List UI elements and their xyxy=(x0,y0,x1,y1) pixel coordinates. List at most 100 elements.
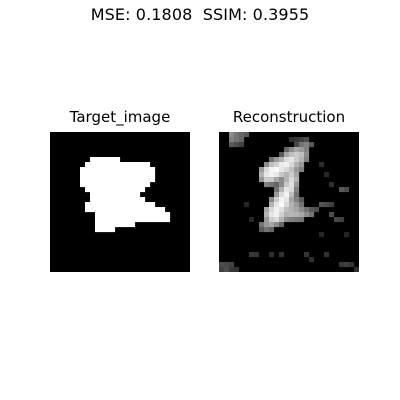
reconstruction-pixel xyxy=(299,162,305,168)
target-image-pixel xyxy=(95,207,101,213)
target-image-pixel xyxy=(115,207,121,213)
reconstruction-pixel xyxy=(304,152,310,158)
target-image-pixel xyxy=(90,162,96,168)
reconstruction-pixel xyxy=(294,202,300,208)
reconstruction-pixel xyxy=(294,182,300,188)
target-image-pixel xyxy=(85,187,91,193)
target-image-pixel xyxy=(140,187,146,193)
reconstruction-pixel xyxy=(279,182,285,188)
reconstruction-pixel xyxy=(229,142,235,148)
target-image-pixel xyxy=(125,187,131,193)
reconstruction-pixel xyxy=(309,257,315,263)
target-image-pixel xyxy=(120,167,126,173)
target-image-pixel xyxy=(85,202,91,208)
target-image-pixel xyxy=(120,192,126,198)
reconstruction-pixel xyxy=(299,212,305,218)
target-image-pixel xyxy=(130,162,136,168)
target-image-pixel xyxy=(110,222,116,228)
target-image-pixel xyxy=(150,217,156,223)
target-image-pixel xyxy=(100,197,106,203)
reconstruction-pixel xyxy=(284,167,290,173)
target-image-pixel xyxy=(145,212,151,218)
target-image-pixel xyxy=(85,162,91,168)
reconstruction-pixel xyxy=(279,177,285,183)
target-image-pixel xyxy=(130,172,136,178)
target-image-pixel xyxy=(100,177,106,183)
reconstruction-pixel xyxy=(299,142,305,148)
reconstruction-pixel xyxy=(269,162,275,168)
reconstruction-pixel xyxy=(264,177,270,183)
reconstruction-pixel xyxy=(264,162,270,168)
reconstruction-pixel xyxy=(289,217,295,223)
target-image-pixel xyxy=(145,182,151,188)
reconstruction-pixel xyxy=(304,212,310,218)
target-image-pixel xyxy=(115,222,121,228)
reconstruction-pixel xyxy=(269,207,275,213)
target-image-pixel xyxy=(150,202,156,208)
reconstruction-pixel xyxy=(284,182,290,188)
reconstruction-pixel xyxy=(244,202,250,208)
target-image-pixel xyxy=(140,212,146,218)
target-image-pixel xyxy=(95,157,101,163)
reconstruction-pixel xyxy=(284,152,290,158)
reconstruction-pixel xyxy=(274,197,280,203)
reconstruction-pixel xyxy=(289,172,295,178)
target-image-pixel xyxy=(95,222,101,228)
reconstruction-pixel xyxy=(319,162,325,168)
reconstruction-title: Reconstruction xyxy=(232,108,346,126)
reconstruction-pixel xyxy=(284,192,290,198)
reconstruction-pixel xyxy=(239,137,245,143)
reconstruction-pixel xyxy=(309,212,315,218)
reconstruction-pixel xyxy=(299,202,305,208)
reconstruction-pixel xyxy=(234,267,240,272)
reconstruction-pixel xyxy=(354,267,359,272)
reconstruction-pixel xyxy=(274,177,280,183)
target-image-pixel xyxy=(115,197,121,203)
target-image-pixel xyxy=(90,207,96,213)
target-image-pixel xyxy=(90,197,96,203)
reconstruction-pixel xyxy=(304,252,310,258)
target-image-pixel xyxy=(85,177,91,183)
target-image-pixel xyxy=(85,172,91,178)
reconstruction-pixel xyxy=(269,252,275,258)
target-image-pixel xyxy=(115,182,121,188)
reconstruction-pixel xyxy=(299,137,305,143)
reconstruction-pixel xyxy=(289,192,295,198)
target-image-pixel xyxy=(130,222,136,228)
reconstruction-pixel xyxy=(299,197,305,203)
reconstruction-pixel xyxy=(294,177,300,183)
target-image-pixel xyxy=(145,172,151,178)
reconstruction-pixel xyxy=(299,147,305,153)
reconstruction-pixel xyxy=(274,212,280,218)
reconstruction-pixel xyxy=(269,167,275,173)
target-image-pixel xyxy=(120,162,126,168)
reconstruction-pixel xyxy=(289,147,295,153)
target-image-pixel xyxy=(135,212,141,218)
target-image-pixel xyxy=(125,202,131,208)
reconstruction-pixel xyxy=(274,162,280,168)
target-image-pixel xyxy=(165,217,171,223)
reconstruction-pixel xyxy=(264,227,270,233)
target-image-pixel xyxy=(85,167,91,173)
target-image-pixel xyxy=(125,182,131,188)
target-image-pixel xyxy=(80,167,86,173)
reconstruction-pixel xyxy=(294,162,300,168)
reconstruction-pixel xyxy=(269,177,275,183)
target-image-pixel xyxy=(125,162,131,168)
reconstruction-pixel xyxy=(274,182,280,188)
reconstruction-pixel xyxy=(294,172,300,178)
target-image-pixel xyxy=(105,172,111,178)
target-image-pixel xyxy=(100,187,106,193)
target-image-pixel xyxy=(145,177,151,183)
target-image-pixel xyxy=(125,167,131,173)
target-image-pixel xyxy=(150,167,156,173)
target-image-pixel xyxy=(115,192,121,198)
reconstruction-pixel xyxy=(349,262,355,268)
target-image-pixel xyxy=(130,207,136,213)
reconstruction-pixel xyxy=(229,262,235,268)
target-image-pixel xyxy=(105,197,111,203)
reconstruction-pixel xyxy=(324,252,330,258)
reconstruction-pixel xyxy=(289,137,295,143)
target-image-pixel xyxy=(140,207,146,213)
reconstruction-pixel xyxy=(279,172,285,178)
